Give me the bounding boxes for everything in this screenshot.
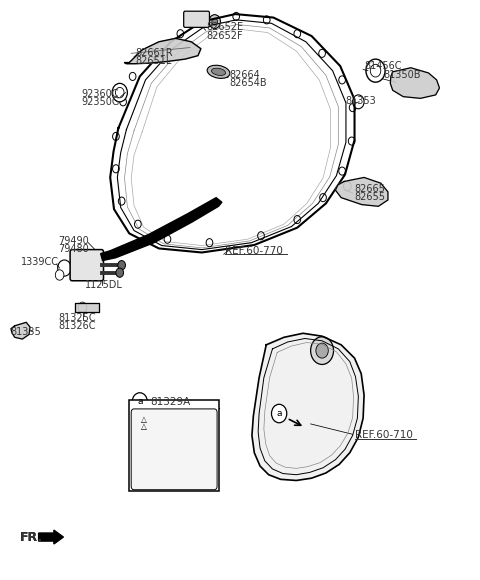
Text: 92350G: 92350G [82,97,120,107]
Text: 82655: 82655 [355,192,385,202]
Polygon shape [11,322,30,339]
Circle shape [55,270,64,280]
Text: 81353: 81353 [345,96,376,106]
Text: 82654B: 82654B [229,78,267,88]
Text: 81329A: 81329A [150,397,191,407]
Text: 79490: 79490 [58,236,88,246]
Text: 81456C: 81456C [364,61,402,71]
Text: △: △ [141,415,146,424]
Circle shape [116,88,124,98]
Circle shape [78,302,87,313]
Polygon shape [75,303,99,312]
Circle shape [344,182,351,191]
Circle shape [374,188,382,198]
Text: REF.60-710: REF.60-710 [355,430,412,440]
Text: 82665: 82665 [355,184,385,194]
Text: △: △ [141,422,146,432]
Circle shape [132,393,147,411]
Text: 1125DL: 1125DL [85,280,123,291]
Text: FR.: FR. [20,531,43,543]
Text: 79480: 79480 [58,244,88,254]
Polygon shape [390,68,440,99]
Text: 81335: 81335 [10,327,41,336]
Polygon shape [38,530,63,544]
Text: 82651L: 82651L [135,56,171,67]
Circle shape [370,64,381,77]
Circle shape [58,260,71,276]
Circle shape [311,337,334,364]
Circle shape [78,263,85,271]
Text: REF.60-770: REF.60-770 [225,246,283,256]
Polygon shape [336,177,388,206]
Circle shape [73,273,78,278]
Polygon shape [101,198,222,260]
Text: 81325C: 81325C [59,313,96,322]
Text: 81350B: 81350B [383,70,420,80]
Text: 1339CC: 1339CC [21,258,59,267]
Text: FR.: FR. [20,531,43,543]
Circle shape [366,59,385,82]
Polygon shape [124,38,201,64]
Circle shape [272,404,287,423]
Circle shape [118,260,125,270]
Polygon shape [252,334,364,480]
Text: 82661R: 82661R [135,48,173,59]
Text: 82652E: 82652E [206,23,244,32]
Circle shape [212,18,217,25]
Text: 81326C: 81326C [59,321,96,331]
Circle shape [112,84,127,102]
Circle shape [116,268,123,277]
Circle shape [209,14,220,28]
Ellipse shape [207,65,230,78]
Ellipse shape [211,68,226,75]
Text: 82652F: 82652F [206,31,243,41]
Circle shape [353,95,364,109]
Text: 82664: 82664 [229,70,260,80]
Text: a: a [276,409,282,418]
Text: 92360C: 92360C [82,89,119,99]
Text: a: a [137,397,143,407]
FancyBboxPatch shape [184,11,209,27]
FancyBboxPatch shape [131,409,217,490]
Circle shape [316,343,328,358]
FancyBboxPatch shape [129,400,219,491]
FancyBboxPatch shape [70,249,104,281]
